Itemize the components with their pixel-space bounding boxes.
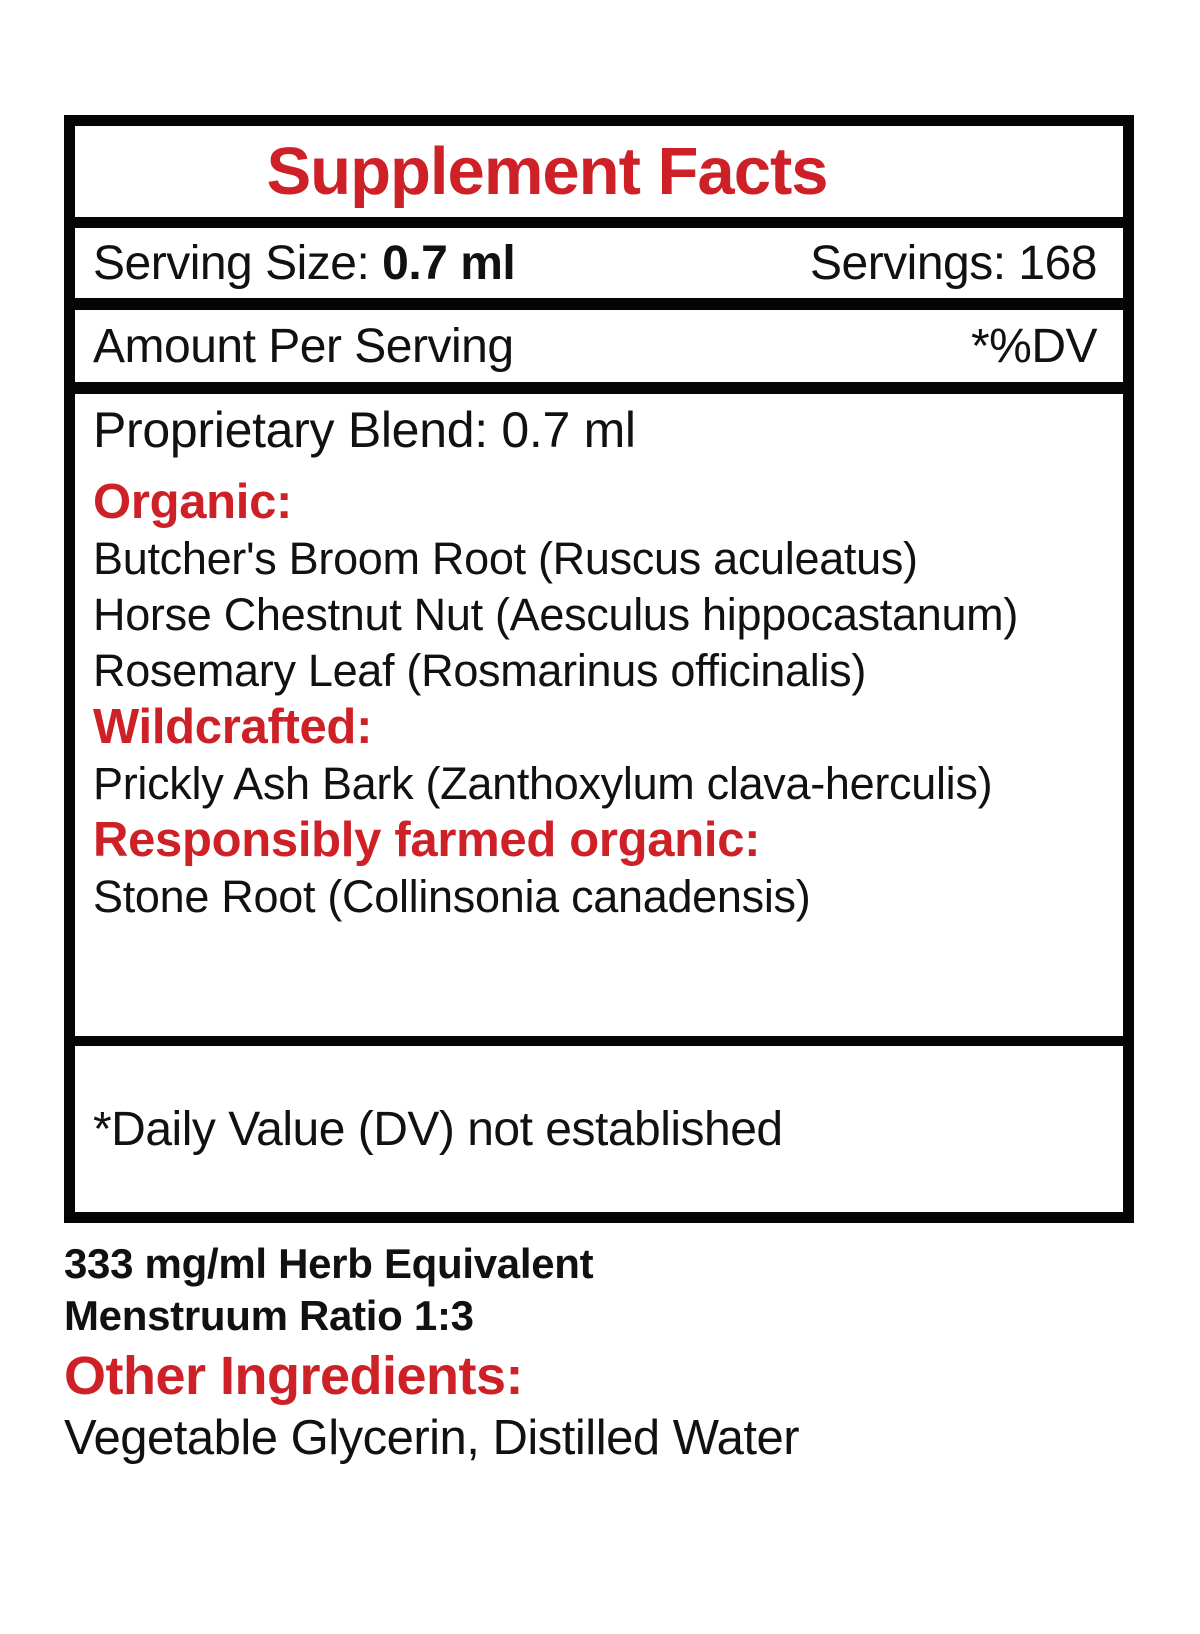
daily-value-footnote-row: *Daily Value (DV) not established bbox=[75, 1046, 1123, 1212]
servings-count: Servings: 168 bbox=[809, 236, 1098, 290]
amount-per-serving-label: Amount Per Serving bbox=[93, 319, 514, 373]
other-ingredients-heading: Other Ingredients: bbox=[64, 1346, 524, 1406]
herb-equivalent-notes: 333 mg/ml Herb Equivalent Menstruum Rati… bbox=[64, 1238, 594, 1342]
serving-size-row: Serving Size: 0.7 ml Servings: 168 bbox=[75, 228, 1123, 310]
wildcrafted-group-heading: Wildcrafted: bbox=[93, 700, 373, 754]
serving-size-value: 0.7 ml bbox=[382, 236, 516, 290]
ingredient-prickly-ash-bark: Prickly Ash Bark (Zanthoxylum clava-herc… bbox=[93, 758, 993, 809]
panel-title: Supplement Facts bbox=[266, 134, 828, 209]
amount-per-serving-row: Amount Per Serving *%DV bbox=[75, 310, 1123, 394]
daily-value-footnote: *Daily Value (DV) not established bbox=[93, 1102, 783, 1156]
ingredient-butchers-broom-root: Butcher's Broom Root (Ruscus aculeatus) bbox=[93, 533, 918, 584]
menstruum-ratio-note: Menstruum Ratio 1:3 bbox=[64, 1292, 474, 1339]
other-ingredients-list: Vegetable Glycerin, Distilled Water bbox=[64, 1411, 800, 1465]
supplement-facts-panel: Supplement Facts Serving Size: 0.7 ml Se… bbox=[64, 115, 1134, 1223]
percent-dv-label: *%DV bbox=[970, 319, 1098, 373]
proprietary-blend-section: Proprietary Blend: 0.7 ml Organic: Butch… bbox=[75, 394, 1123, 1046]
ingredient-rosemary-leaf: Rosemary Leaf (Rosmarinus officinalis) bbox=[93, 645, 867, 696]
herb-equivalent-note: 333 mg/ml Herb Equivalent bbox=[64, 1240, 594, 1287]
ingredient-horse-chestnut-nut: Horse Chestnut Nut (Aesculus hippocastan… bbox=[93, 589, 1019, 640]
serving-size-label: Serving Size: bbox=[93, 236, 383, 290]
proprietary-blend-heading: Proprietary Blend: 0.7 ml bbox=[93, 402, 636, 458]
organic-group-heading: Organic: bbox=[93, 475, 293, 529]
responsibly-farmed-group-heading: Responsibly farmed organic: bbox=[93, 813, 761, 867]
serving-size: Serving Size: 0.7 ml bbox=[93, 236, 516, 291]
ingredient-stone-root: Stone Root (Collinsonia canadensis) bbox=[93, 871, 811, 922]
panel-title-row: Supplement Facts bbox=[75, 126, 1123, 228]
